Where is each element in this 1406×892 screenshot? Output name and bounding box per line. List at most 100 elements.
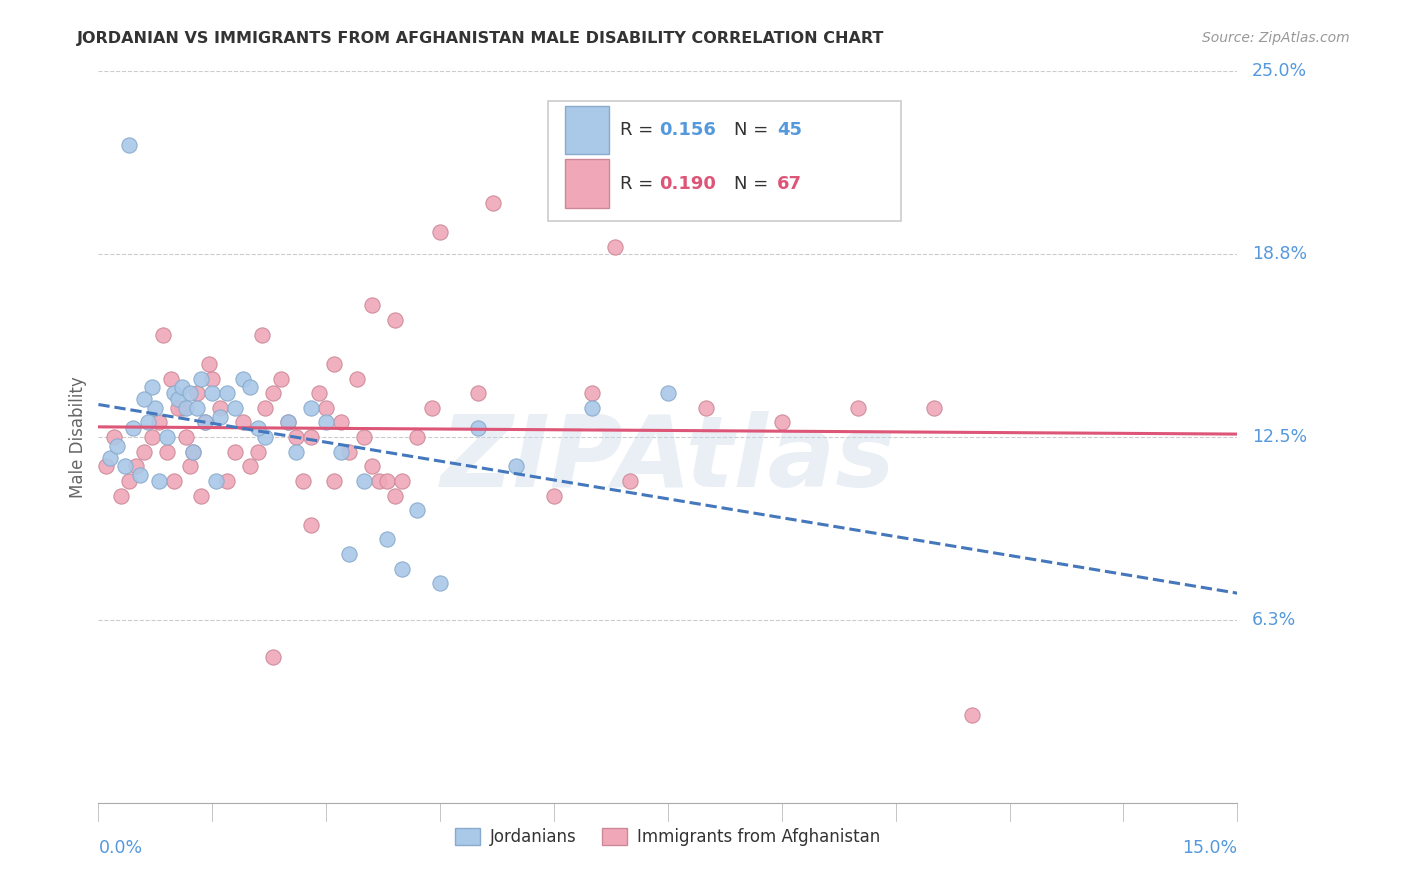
Point: [148, 416, 170, 430]
Text: ZIPAtlas: ZIPAtlas: [440, 410, 896, 508]
Point: [170, 401, 193, 415]
Point: [391, 562, 413, 576]
Point: [159, 371, 181, 385]
Point: [183, 444, 205, 458]
Text: 0.156: 0.156: [659, 121, 716, 139]
Legend: Jordanians, Immigrants from Afghanistan: Jordanians, Immigrants from Afghanistan: [449, 822, 887, 853]
Point: [384, 313, 406, 327]
Point: [246, 421, 269, 435]
Point: [505, 459, 527, 474]
Point: [391, 474, 413, 488]
Point: [170, 380, 193, 394]
Point: [315, 416, 337, 430]
Point: [322, 357, 344, 371]
Point: [190, 371, 212, 385]
FancyBboxPatch shape: [548, 101, 901, 221]
Point: [239, 459, 262, 474]
Point: [94, 459, 117, 474]
Y-axis label: Male Disability: Male Disability: [69, 376, 87, 498]
Point: [406, 503, 429, 517]
Point: [368, 474, 391, 488]
Point: [208, 409, 231, 424]
Text: 18.8%: 18.8%: [1253, 245, 1308, 263]
Text: 12.5%: 12.5%: [1253, 428, 1308, 446]
Point: [194, 416, 217, 430]
Text: N =: N =: [734, 121, 773, 139]
Point: [118, 137, 141, 152]
Point: [262, 649, 284, 664]
FancyBboxPatch shape: [565, 160, 609, 208]
Point: [960, 708, 983, 723]
Text: R =: R =: [620, 121, 659, 139]
Point: [132, 392, 155, 406]
Point: [190, 489, 212, 503]
Point: [384, 489, 406, 503]
Point: [179, 386, 201, 401]
Point: [239, 380, 262, 394]
Point: [467, 386, 489, 401]
Point: [543, 489, 565, 503]
Point: [107, 439, 129, 453]
Point: [360, 459, 382, 474]
Point: [360, 298, 382, 312]
Point: [277, 416, 299, 430]
Point: [156, 430, 179, 444]
Point: [103, 430, 125, 444]
Point: [581, 386, 603, 401]
Point: [141, 380, 163, 394]
Point: [224, 444, 246, 458]
Point: [167, 392, 190, 406]
Point: [156, 444, 179, 458]
Point: [201, 386, 224, 401]
Point: [217, 386, 239, 401]
Point: [467, 421, 489, 435]
Point: [114, 459, 136, 474]
Point: [250, 327, 273, 342]
Point: [337, 444, 360, 458]
Point: [330, 416, 353, 430]
Point: [581, 401, 603, 415]
Text: Source: ZipAtlas.com: Source: ZipAtlas.com: [1202, 31, 1350, 45]
Text: 25.0%: 25.0%: [1253, 62, 1308, 80]
Point: [375, 474, 398, 488]
Point: [482, 196, 505, 211]
Point: [422, 401, 444, 415]
Text: R =: R =: [620, 175, 659, 193]
Point: [299, 430, 322, 444]
Point: [110, 489, 132, 503]
Point: [315, 401, 337, 415]
Point: [337, 547, 360, 561]
Point: [330, 444, 353, 458]
Point: [167, 401, 190, 415]
Point: [121, 421, 143, 435]
Point: [353, 474, 375, 488]
Point: [657, 386, 679, 401]
Point: [141, 430, 163, 444]
Point: [375, 533, 398, 547]
Point: [603, 240, 626, 254]
Point: [429, 225, 451, 239]
Point: [129, 468, 152, 483]
Point: [299, 517, 322, 532]
Point: [922, 401, 945, 415]
Point: [194, 416, 217, 430]
Point: [174, 430, 197, 444]
Point: [277, 416, 299, 430]
Point: [183, 444, 205, 458]
Point: [217, 474, 239, 488]
Point: [148, 474, 170, 488]
Text: 15.0%: 15.0%: [1182, 839, 1237, 857]
Point: [201, 371, 224, 385]
Text: 0.190: 0.190: [659, 175, 716, 193]
Point: [136, 416, 159, 430]
Text: N =: N =: [734, 175, 773, 193]
Text: 0.0%: 0.0%: [98, 839, 142, 857]
Text: 67: 67: [778, 175, 803, 193]
Point: [163, 474, 186, 488]
Point: [232, 371, 254, 385]
Point: [270, 371, 292, 385]
Point: [197, 357, 219, 371]
Point: [179, 459, 201, 474]
Point: [353, 430, 375, 444]
Point: [254, 430, 277, 444]
